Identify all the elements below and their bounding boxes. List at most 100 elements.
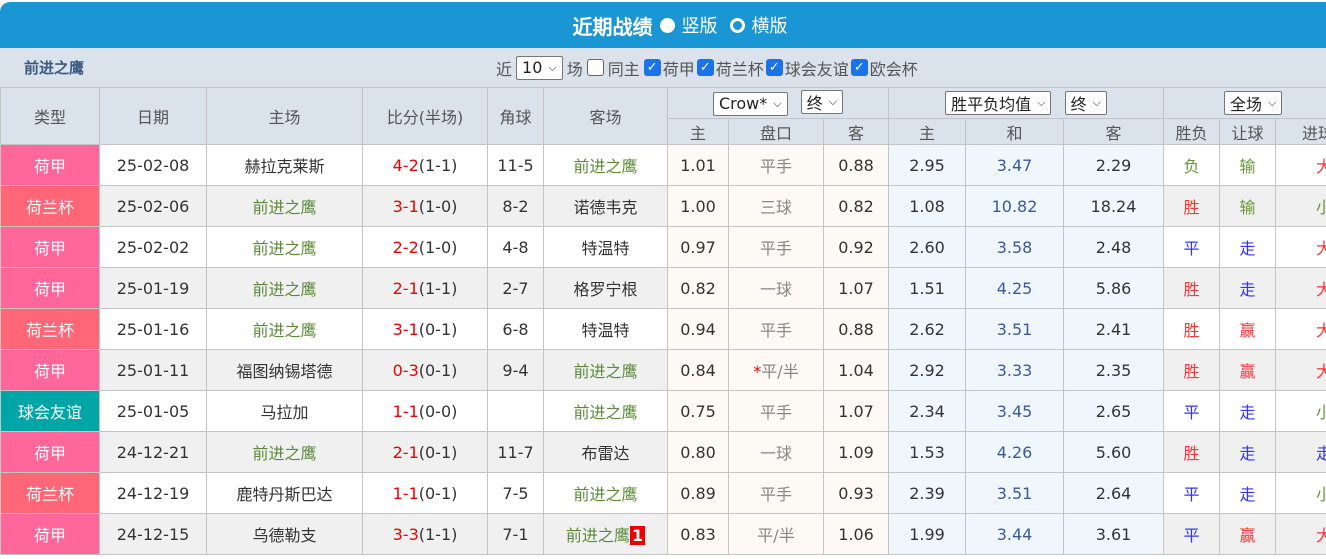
result-handicap: 输 bbox=[1219, 185, 1277, 227]
radio-horizontal-label[interactable]: 横版 bbox=[751, 16, 788, 37]
full-time-score: 1-1 bbox=[392, 401, 419, 421]
company-select[interactable]: Crow* ⌵ bbox=[712, 91, 788, 116]
asian-line-value: 一球 bbox=[759, 280, 792, 299]
subheader-result-goals: 进球 bbox=[1275, 118, 1326, 145]
away-team[interactable]: 特温特 bbox=[543, 308, 668, 350]
corners: 11-5 bbox=[487, 144, 544, 186]
home-team[interactable]: 乌德勒支 bbox=[206, 513, 363, 555]
away-team[interactable]: 布雷达 bbox=[543, 431, 668, 473]
table-row[interactable]: 荷甲 25-02-08 赫拉克莱斯 4-2(1-1) 11-5 前进之鹰 1.0… bbox=[0, 144, 1326, 186]
full-time-score: 4-2 bbox=[392, 155, 419, 175]
asian-away-odds: 1.06 bbox=[822, 513, 890, 555]
match-type[interactable]: 荷甲 bbox=[0, 144, 100, 186]
half-time-score: (1-1) bbox=[418, 524, 458, 544]
home-team[interactable]: 鹿特丹斯巴达 bbox=[206, 472, 363, 514]
radio-vertical[interactable] bbox=[659, 17, 675, 33]
full-time-score: 2-1 bbox=[392, 442, 419, 462]
asian-home-odds: 0.80 bbox=[667, 431, 729, 473]
away-team[interactable]: 特温特 bbox=[543, 226, 668, 268]
euro-away-odds: 2.65 bbox=[1063, 390, 1165, 432]
home-team[interactable]: 前进之鹰 bbox=[206, 431, 363, 473]
league-checkbox[interactable]: ✓ bbox=[850, 59, 868, 76]
score[interactable]: 4-2(1-1) bbox=[362, 144, 488, 186]
match-type[interactable]: 荷兰杯 bbox=[0, 308, 100, 350]
away-team[interactable]: 前进之鹰 1 bbox=[543, 513, 668, 555]
table-row[interactable]: 荷甲 25-01-19 前进之鹰 2-1(1-1) 2-7 格罗宁根 0.82 … bbox=[0, 267, 1326, 309]
euro-away-odds: 2.64 bbox=[1063, 472, 1165, 514]
score[interactable]: 3-1(1-0) bbox=[362, 185, 488, 227]
euro-draw-odds: 3.33 bbox=[965, 349, 1065, 391]
match-type[interactable]: 荷兰杯 bbox=[0, 472, 100, 514]
asian-state-select[interactable]: 终 ⌵ bbox=[800, 90, 844, 115]
away-team[interactable]: 前进之鹰 bbox=[543, 472, 668, 514]
away-team[interactable]: 格罗宁根 bbox=[543, 267, 668, 309]
score[interactable]: 1-1(0-0) bbox=[362, 390, 488, 432]
match-type[interactable]: 荷兰杯 bbox=[0, 185, 100, 227]
match-type[interactable]: 荷甲 bbox=[0, 226, 100, 268]
home-team[interactable]: 前进之鹰 bbox=[206, 267, 363, 309]
away-team[interactable]: 前进之鹰 bbox=[543, 349, 668, 391]
asian-away-odds: 0.92 bbox=[822, 226, 890, 268]
match-type[interactable]: 荷甲 bbox=[0, 267, 100, 309]
league-label: 球会友谊 bbox=[784, 59, 849, 79]
table-row[interactable]: 荷兰杯 24-12-19 鹿特丹斯巴达 1-1(0-1) 7-5 前进之鹰 0.… bbox=[0, 472, 1326, 514]
asian-away-odds: 0.93 bbox=[822, 472, 890, 514]
away-team-name: 格罗宁根 bbox=[573, 280, 638, 299]
odds-type-value: 胜平负均值 bbox=[951, 95, 1032, 114]
match-count-select[interactable]: 10 ⌵ bbox=[516, 55, 563, 80]
home-team[interactable]: 赫拉克莱斯 bbox=[206, 144, 363, 186]
away-team-name: 前进之鹰 bbox=[573, 362, 638, 381]
score[interactable]: 2-1(1-1) bbox=[362, 267, 488, 309]
table-row[interactable]: 荷甲 25-01-11 福图纳锡塔德 0-3(0-1) 9-4 前进之鹰 0.8… bbox=[0, 349, 1326, 391]
asian-line: 平手 bbox=[728, 144, 824, 186]
match-type[interactable]: 荷甲 bbox=[0, 431, 100, 473]
away-team[interactable]: 前进之鹰 bbox=[543, 390, 668, 432]
away-team[interactable]: 诺德韦克 bbox=[543, 185, 668, 227]
match-date: 25-01-16 bbox=[99, 308, 207, 350]
home-team[interactable]: 马拉加 bbox=[206, 390, 363, 432]
euro-odds-header: 胜平负均值 ⌵ 终 ⌵ bbox=[888, 87, 1165, 119]
score[interactable]: 0-3(0-1) bbox=[362, 349, 488, 391]
home-team[interactable]: 福图纳锡塔德 bbox=[206, 349, 363, 391]
odds-type-select[interactable]: 胜平负均值 ⌵ bbox=[945, 91, 1052, 115]
table-row[interactable]: 荷甲 24-12-15 乌德勒支 3-3(1-1) 7-1 前进之鹰 1 0.83… bbox=[0, 513, 1326, 555]
match-type[interactable]: 球会友谊 bbox=[0, 390, 100, 432]
radio-vertical-label[interactable]: 竖版 bbox=[681, 16, 718, 37]
league-checkbox[interactable]: ✓ bbox=[643, 59, 661, 76]
table-row[interactable]: 荷兰杯 25-02-06 前进之鹰 3-1(1-0) 8-2 诺德韦克 1.00… bbox=[0, 185, 1326, 227]
home-team[interactable]: 前进之鹰 bbox=[206, 185, 363, 227]
table-row[interactable]: 荷甲 25-02-02 前进之鹰 2-2(1-0) 4-8 特温特 0.97 平… bbox=[0, 226, 1326, 268]
away-team[interactable]: 前进之鹰 bbox=[543, 144, 668, 186]
same-home-checkbox[interactable] bbox=[586, 59, 604, 76]
period-select[interactable]: 全场 ⌵ bbox=[1224, 91, 1283, 115]
league-checkbox[interactable]: ✓ bbox=[696, 59, 714, 76]
subheader-euro-away: 客 bbox=[1063, 118, 1165, 145]
asian-away-odds: 1.09 bbox=[822, 431, 890, 473]
result-handicap: 输 bbox=[1219, 144, 1277, 186]
half-time-score: (0-1) bbox=[418, 319, 458, 339]
asian-line-value: 平手 bbox=[759, 157, 792, 176]
score[interactable]: 2-1(0-1) bbox=[362, 431, 488, 473]
score[interactable]: 3-3(1-1) bbox=[362, 513, 488, 555]
home-team[interactable]: 前进之鹰 bbox=[206, 226, 363, 268]
euro-draw-odds: 3.58 bbox=[965, 226, 1065, 268]
score[interactable]: 1-1(0-1) bbox=[362, 472, 488, 514]
league-checkbox[interactable]: ✓ bbox=[765, 59, 783, 76]
asian-line-value: 平手 bbox=[759, 485, 792, 504]
table-row[interactable]: 荷兰杯 25-01-16 前进之鹰 3-1(0-1) 6-8 特温特 0.94 … bbox=[0, 308, 1326, 350]
half-time-score: (1-0) bbox=[418, 237, 458, 257]
match-type[interactable]: 荷甲 bbox=[0, 349, 100, 391]
euro-home-odds: 2.92 bbox=[888, 349, 967, 391]
score[interactable]: 2-2(1-0) bbox=[362, 226, 488, 268]
table-row[interactable]: 球会友谊 25-01-05 马拉加 1-1(0-0) 前进之鹰 0.75 平手 … bbox=[0, 390, 1326, 432]
home-team[interactable]: 前进之鹰 bbox=[206, 308, 363, 350]
euro-state-select[interactable]: 终 ⌵ bbox=[1064, 91, 1107, 115]
euro-state-value: 终 bbox=[1070, 95, 1087, 114]
match-type[interactable]: 荷甲 bbox=[0, 513, 100, 555]
asian-line-value: 平手 bbox=[759, 239, 792, 258]
score[interactable]: 3-1(0-1) bbox=[362, 308, 488, 350]
table-row[interactable]: 荷甲 24-12-21 前进之鹰 2-1(0-1) 11-7 布雷达 0.80 … bbox=[0, 431, 1326, 473]
asian-state-value: 终 bbox=[806, 94, 823, 114]
euro-home-odds: 2.60 bbox=[888, 226, 967, 268]
radio-horizontal[interactable] bbox=[729, 17, 745, 33]
